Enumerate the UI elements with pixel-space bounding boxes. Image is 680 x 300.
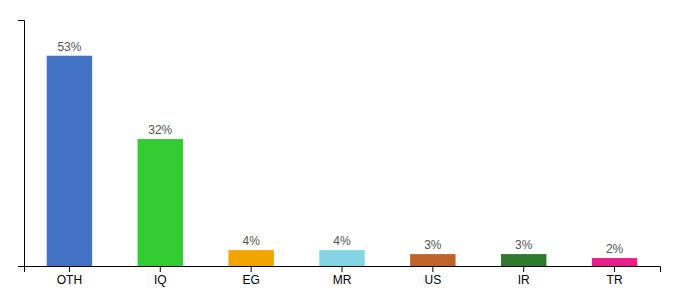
x-tick-mark (160, 266, 161, 272)
data-label: 4% (242, 234, 260, 248)
chart: OTH IQ EG MR US IR TR 53% 32% 4% 4% 3% 3% 2% (0, 0, 680, 300)
data-label: 2% (606, 242, 624, 256)
x-tick-mark (523, 266, 524, 272)
x-tick-label: IR (518, 273, 530, 287)
x-tick-label: TR (607, 273, 623, 287)
data-label: 3% (515, 238, 533, 252)
y-axis (18, 21, 25, 267)
x-tick: IQ (154, 266, 167, 287)
data-label: 53% (57, 40, 81, 54)
data-label: 3% (424, 238, 442, 252)
x-tick: OTH (57, 266, 82, 287)
data-labels: 53% 32% 4% 4% 3% 3% 2% (57, 40, 623, 256)
x-tick-mark (432, 266, 433, 272)
data-label: 32% (148, 123, 172, 137)
x-tick-label: IQ (154, 273, 167, 287)
bar (47, 56, 92, 266)
x-tick: IR (518, 266, 530, 287)
x-tick-label: EG (242, 273, 259, 287)
x-tick-mark (614, 266, 615, 272)
x-tick-mark (69, 266, 70, 272)
y-axis-line (18, 21, 25, 267)
bars (47, 56, 638, 266)
x-tick: EG (242, 266, 259, 287)
bar (501, 254, 546, 266)
x-tick: TR (607, 266, 623, 287)
x-tick-label: MR (333, 273, 352, 287)
bar (228, 250, 273, 266)
x-tick-label: US (425, 273, 442, 287)
bar (319, 250, 364, 266)
x-axis: OTH IQ EG MR US IR TR (25, 266, 661, 287)
x-tick-mark (342, 266, 343, 272)
data-label: 4% (333, 234, 351, 248)
x-tick: MR (333, 266, 352, 287)
x-tick: US (425, 266, 442, 287)
x-axis-line (25, 267, 661, 273)
plot: OTH IQ EG MR US IR TR 53% 32% 4% 4% 3% 3% 2% (18, 21, 661, 287)
x-tick-mark (251, 266, 252, 272)
x-tick-label: OTH (57, 273, 82, 287)
bar (138, 139, 183, 266)
bar (410, 254, 455, 266)
bar (592, 258, 637, 266)
